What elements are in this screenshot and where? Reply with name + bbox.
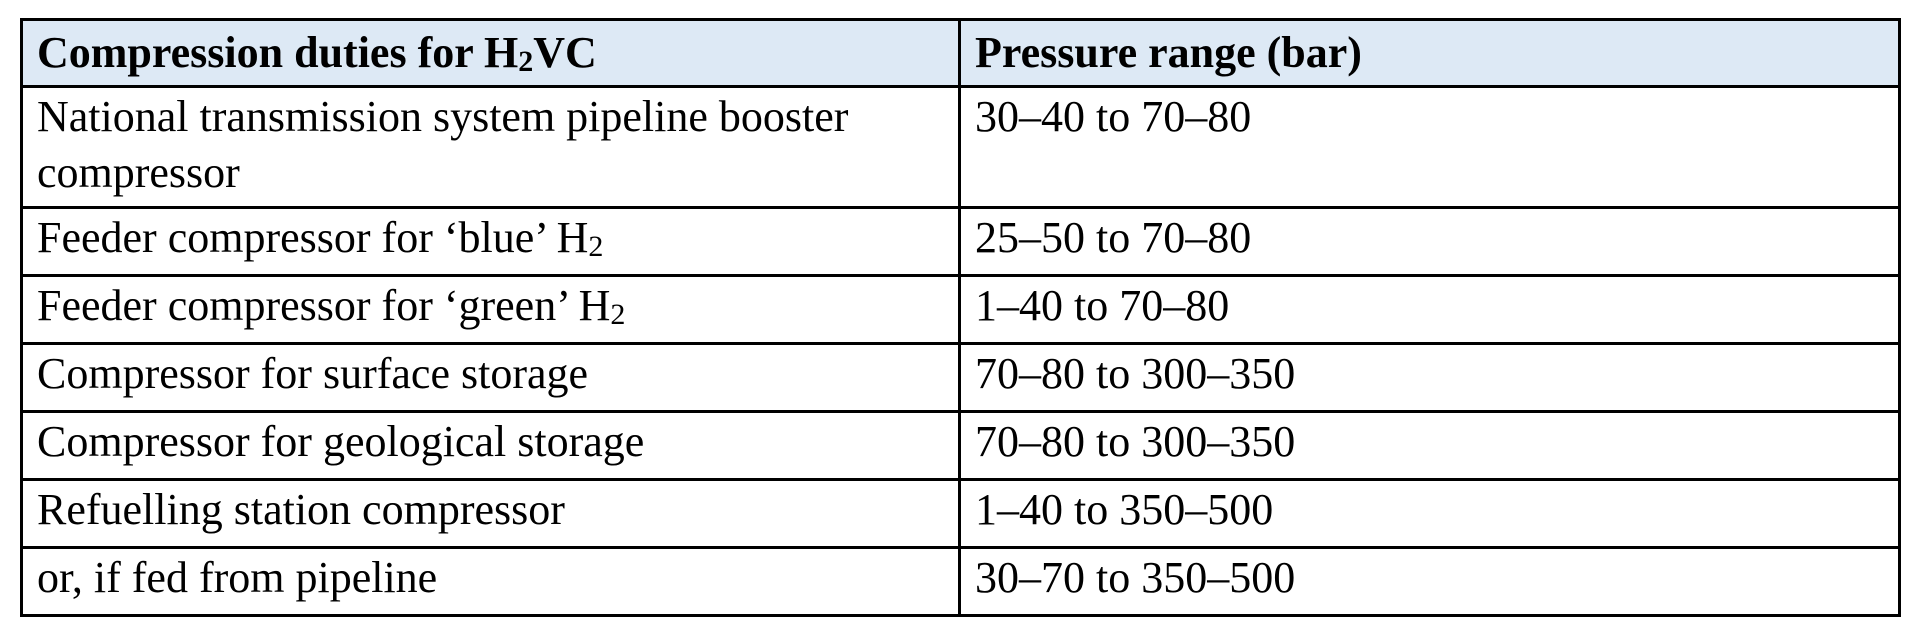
header-compression-duties: Compression duties for H2VC [20, 18, 961, 88]
pressure-range-cell: 1–40 to 350–500 [958, 478, 1901, 549]
pressure-range-cell: 30–40 to 70–80 [958, 85, 1901, 209]
pressure-range-cell: 70–80 to 300–350 [958, 410, 1901, 481]
table-row: Feeder compressor for ‘blue’ H2 25–50 to… [20, 206, 1901, 277]
pressure-range-cell: 1–40 to 70–80 [958, 274, 1901, 345]
duty-cell: Feeder compressor for ‘green’ H2 [20, 274, 961, 345]
table-header-row: Compression duties for H2VC Pressure ran… [20, 18, 1901, 88]
table-row: Compressor for geological storage 70–80 … [20, 410, 1901, 481]
header-pressure-range: Pressure range (bar) [958, 18, 1901, 88]
duty-cell: Feeder compressor for ‘blue’ H2 [20, 206, 961, 277]
table-row: National transmission system pipeline bo… [20, 85, 1901, 209]
table-row: or, if fed from pipeline 30–70 to 350–50… [20, 546, 1901, 617]
table-row: Refuelling station compressor 1–40 to 35… [20, 478, 1901, 549]
duty-cell: Compressor for geological storage [20, 410, 961, 481]
pressure-range-cell: 30–70 to 350–500 [958, 546, 1901, 617]
table-row: Feeder compressor for ‘green’ H2 1–40 to… [20, 274, 1901, 345]
pressure-range-cell: 70–80 to 300–350 [958, 342, 1901, 413]
duty-cell: National transmission system pipeline bo… [20, 85, 961, 209]
duty-cell: Compressor for surface storage [20, 342, 961, 413]
compression-duties-table: Compression duties for H2VC Pressure ran… [20, 18, 1901, 617]
table-row: Compressor for surface storage 70–80 to … [20, 342, 1901, 413]
duty-cell-indented: or, if fed from pipeline [20, 546, 961, 617]
duty-cell: Refuelling station compressor [20, 478, 961, 549]
pressure-range-cell: 25–50 to 70–80 [958, 206, 1901, 277]
